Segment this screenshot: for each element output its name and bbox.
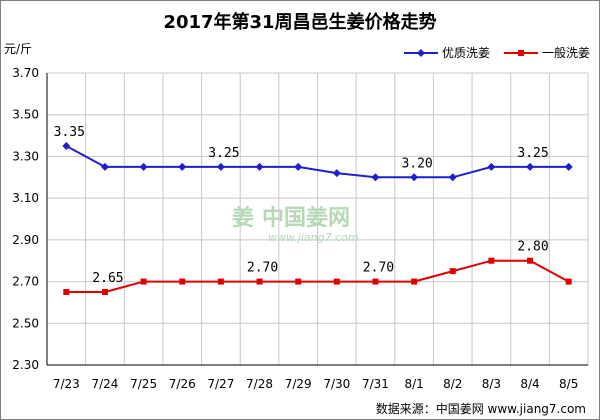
data-point: [333, 278, 340, 285]
x-tick-label: 7/30: [323, 377, 350, 391]
data-point: [372, 278, 379, 285]
data-point: [140, 278, 147, 285]
data-point: [527, 257, 534, 264]
data-point: [295, 278, 302, 285]
x-tick-label: 8/4: [520, 377, 539, 391]
y-tick-label: 2.50: [12, 316, 39, 330]
data-label: 3.20: [401, 156, 432, 171]
data-label: 3.25: [208, 146, 239, 161]
chart-title: 2017年第31周昌邑生姜价格走势: [163, 12, 437, 33]
legend: 优质洗姜 一般洗姜: [403, 44, 590, 61]
data-label: 2.70: [247, 261, 278, 276]
data-point: [449, 268, 456, 275]
data-point: [411, 278, 418, 285]
y-axis-unit: 元/斤: [4, 42, 33, 56]
data-point: [255, 162, 264, 171]
watermark: 姜 中国姜网 www.jiang7.com: [232, 205, 359, 244]
axes: 2.30 2.50 2.70 2.90 3.10 3.30 3.50 3.70 7/23 7/24…: [12, 66, 588, 391]
data-point: [565, 278, 572, 285]
data-point: [256, 278, 263, 285]
series-line-1: [66, 259, 570, 293]
x-tick-label: 7/26: [169, 377, 196, 391]
x-tick-label: 7/23: [53, 377, 80, 391]
x-tick-label: 7/29: [285, 377, 312, 391]
data-label: 3.25: [517, 146, 548, 161]
x-tick-label: 7/31: [362, 377, 389, 391]
x-tick-label: 8/2: [443, 377, 462, 391]
x-tick-label: 7/28: [246, 377, 273, 391]
y-tick-label: 2.90: [12, 233, 39, 247]
data-point: [179, 278, 186, 285]
x-tick-label: 8/5: [559, 377, 578, 391]
data-point: [217, 278, 224, 285]
data-point: [139, 162, 148, 171]
data-point: [101, 289, 108, 295]
legend-swatch-premium: [403, 48, 438, 57]
legend-label-regular: 一般洗姜: [541, 46, 590, 60]
x-tick-label: 7/27: [207, 377, 234, 391]
data-point: [410, 173, 419, 182]
data-label: 2.80: [517, 240, 548, 255]
series-line-0: [65, 145, 569, 179]
data-point: [63, 289, 70, 295]
y-tick-label: 3.50: [12, 108, 39, 122]
data-label: 2.65: [92, 271, 123, 286]
data-point: [178, 162, 187, 171]
watermark-url: www.jiang7.com: [268, 231, 359, 244]
y-tick-label: 2.30: [12, 358, 39, 372]
watermark-text: 中国姜网: [262, 205, 350, 231]
legend-swatch-regular: [503, 49, 538, 56]
data-source: 数据来源：中国姜网 www.jiang7.com: [375, 402, 586, 416]
y-tick-label: 3.70: [12, 66, 39, 80]
data-point: [564, 162, 573, 171]
data-label: 3.35: [54, 125, 85, 140]
data-point: [371, 173, 380, 182]
series-group: 3.35 3.25 3.20 3.25 2.65 2.70 2.70 2.80: [54, 125, 573, 295]
x-tick-label: 7/24: [91, 377, 118, 391]
data-point: [448, 173, 457, 182]
x-tick-label: 8/1: [404, 377, 423, 391]
y-tick-label: 3.30: [12, 149, 39, 163]
y-tick-label: 3.10: [12, 191, 39, 205]
data-point: [526, 162, 535, 171]
data-point: [488, 257, 495, 264]
x-tick-label: 8/3: [482, 377, 501, 391]
data-label: 2.70: [363, 261, 394, 276]
data-point: [332, 169, 341, 178]
x-tick-label: 7/25: [130, 377, 157, 391]
data-point: [294, 162, 303, 171]
watermark-logo-glyph: 姜: [232, 205, 254, 231]
legend-label-premium: 优质洗姜: [441, 46, 490, 60]
data-point: [62, 142, 71, 150]
data-point: [487, 162, 496, 171]
data-point: [216, 162, 225, 171]
legend-item-regular: 一般洗姜: [503, 44, 590, 61]
y-tick-label: 2.70: [12, 275, 39, 289]
data-point: [100, 162, 109, 171]
legend-item-premium: 优质洗姜: [403, 44, 490, 61]
